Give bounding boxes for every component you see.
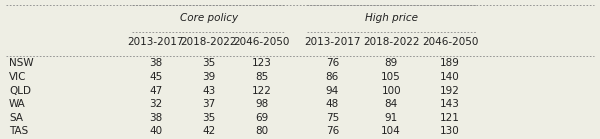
Text: 104: 104 (381, 126, 401, 136)
Text: High price: High price (365, 13, 418, 23)
Text: 86: 86 (326, 72, 339, 82)
Text: 76: 76 (326, 58, 339, 68)
Text: 143: 143 (440, 99, 460, 109)
Text: 2013-2017: 2013-2017 (304, 37, 361, 47)
Text: 100: 100 (382, 86, 401, 96)
Text: 84: 84 (385, 99, 398, 109)
Text: 38: 38 (149, 113, 163, 123)
Text: VIC: VIC (9, 72, 26, 82)
Text: 123: 123 (252, 58, 272, 68)
Text: 94: 94 (326, 86, 339, 96)
Text: Core policy: Core policy (180, 13, 238, 23)
Text: 42: 42 (202, 126, 215, 136)
Text: 121: 121 (440, 113, 460, 123)
Text: 80: 80 (255, 126, 268, 136)
Text: 98: 98 (255, 99, 268, 109)
Text: 38: 38 (149, 58, 163, 68)
Text: 37: 37 (202, 99, 215, 109)
Text: 43: 43 (202, 86, 215, 96)
Text: 48: 48 (326, 99, 339, 109)
Text: NSW: NSW (9, 58, 34, 68)
Text: 189: 189 (440, 58, 460, 68)
Text: 76: 76 (326, 126, 339, 136)
Text: SA: SA (9, 113, 23, 123)
Text: 130: 130 (440, 126, 460, 136)
Text: 40: 40 (149, 126, 163, 136)
Text: 105: 105 (381, 72, 401, 82)
Text: WA: WA (9, 99, 26, 109)
Text: 35: 35 (202, 113, 215, 123)
Text: 2018-2022: 2018-2022 (181, 37, 237, 47)
Text: 140: 140 (440, 72, 460, 82)
Text: 85: 85 (255, 72, 268, 82)
Text: QLD: QLD (9, 86, 31, 96)
Text: 45: 45 (149, 72, 163, 82)
Text: 69: 69 (255, 113, 268, 123)
Text: 2046-2050: 2046-2050 (422, 37, 478, 47)
Text: 35: 35 (202, 58, 215, 68)
Text: 39: 39 (202, 72, 215, 82)
Text: TAS: TAS (9, 126, 28, 136)
Text: 32: 32 (149, 99, 163, 109)
Text: 91: 91 (385, 113, 398, 123)
Text: 2013-2017: 2013-2017 (128, 37, 184, 47)
Text: 75: 75 (326, 113, 339, 123)
Text: 122: 122 (252, 86, 272, 96)
Text: 89: 89 (385, 58, 398, 68)
Text: 47: 47 (149, 86, 163, 96)
Text: 2018-2022: 2018-2022 (363, 37, 419, 47)
Text: 192: 192 (440, 86, 460, 96)
Text: 2046-2050: 2046-2050 (233, 37, 290, 47)
